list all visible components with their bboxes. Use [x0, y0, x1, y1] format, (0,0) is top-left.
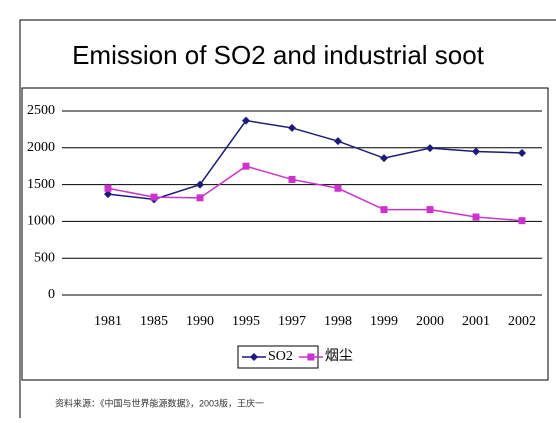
- data-point: [426, 144, 434, 153]
- data-point: [288, 123, 296, 132]
- source-note: 资料来源：《中国与世界能源数据》，2003版，王庆一: [55, 397, 264, 408]
- data-point: [380, 206, 388, 214]
- legend-marker: [250, 353, 258, 361]
- data-point: [426, 206, 434, 214]
- data-point: [334, 184, 342, 192]
- x-tick-label: 2001: [462, 314, 490, 329]
- data-point: [150, 193, 158, 201]
- data-point: [472, 147, 480, 156]
- data-point: [288, 175, 296, 183]
- y-tick-label: 500: [34, 250, 55, 265]
- series-line: [107, 119, 523, 201]
- x-tick-label: 1981: [94, 314, 122, 329]
- data-point: [472, 213, 480, 221]
- x-tick-label: 1990: [186, 314, 214, 329]
- data-point: [104, 184, 112, 192]
- chart-title: Emission of SO2 and industrial soot: [72, 40, 485, 70]
- data-point: [242, 116, 250, 125]
- y-tick-label: 1500: [27, 177, 55, 192]
- x-tick-label: 1997: [278, 314, 306, 329]
- chart-frame: [21, 87, 549, 381]
- x-tick-label: 1999: [370, 314, 398, 329]
- legend-marker: [307, 353, 315, 361]
- data-point: [242, 162, 250, 170]
- y-tick-label: 0: [48, 287, 55, 302]
- slide-border: [19, 19, 556, 423]
- series-line: [107, 165, 523, 222]
- x-tick-label: 2000: [416, 314, 444, 329]
- data-point: [518, 217, 526, 225]
- x-tick-label: 2002: [508, 314, 536, 329]
- data-point: [518, 148, 526, 157]
- legend-label: SO2: [268, 349, 293, 364]
- data-point: [196, 194, 204, 202]
- x-tick-label: 1995: [232, 314, 260, 329]
- y-tick-label: 1000: [27, 214, 55, 229]
- x-tick-label: 1985: [140, 314, 168, 329]
- data-point: [380, 154, 388, 163]
- legend-label: 烟尘: [325, 348, 353, 364]
- data-point: [196, 180, 204, 189]
- data-point: [104, 190, 112, 199]
- y-tick-label: 2000: [27, 140, 55, 155]
- data-point: [334, 137, 342, 146]
- x-tick-label: 1998: [324, 314, 352, 329]
- y-tick-label: 2500: [27, 103, 55, 118]
